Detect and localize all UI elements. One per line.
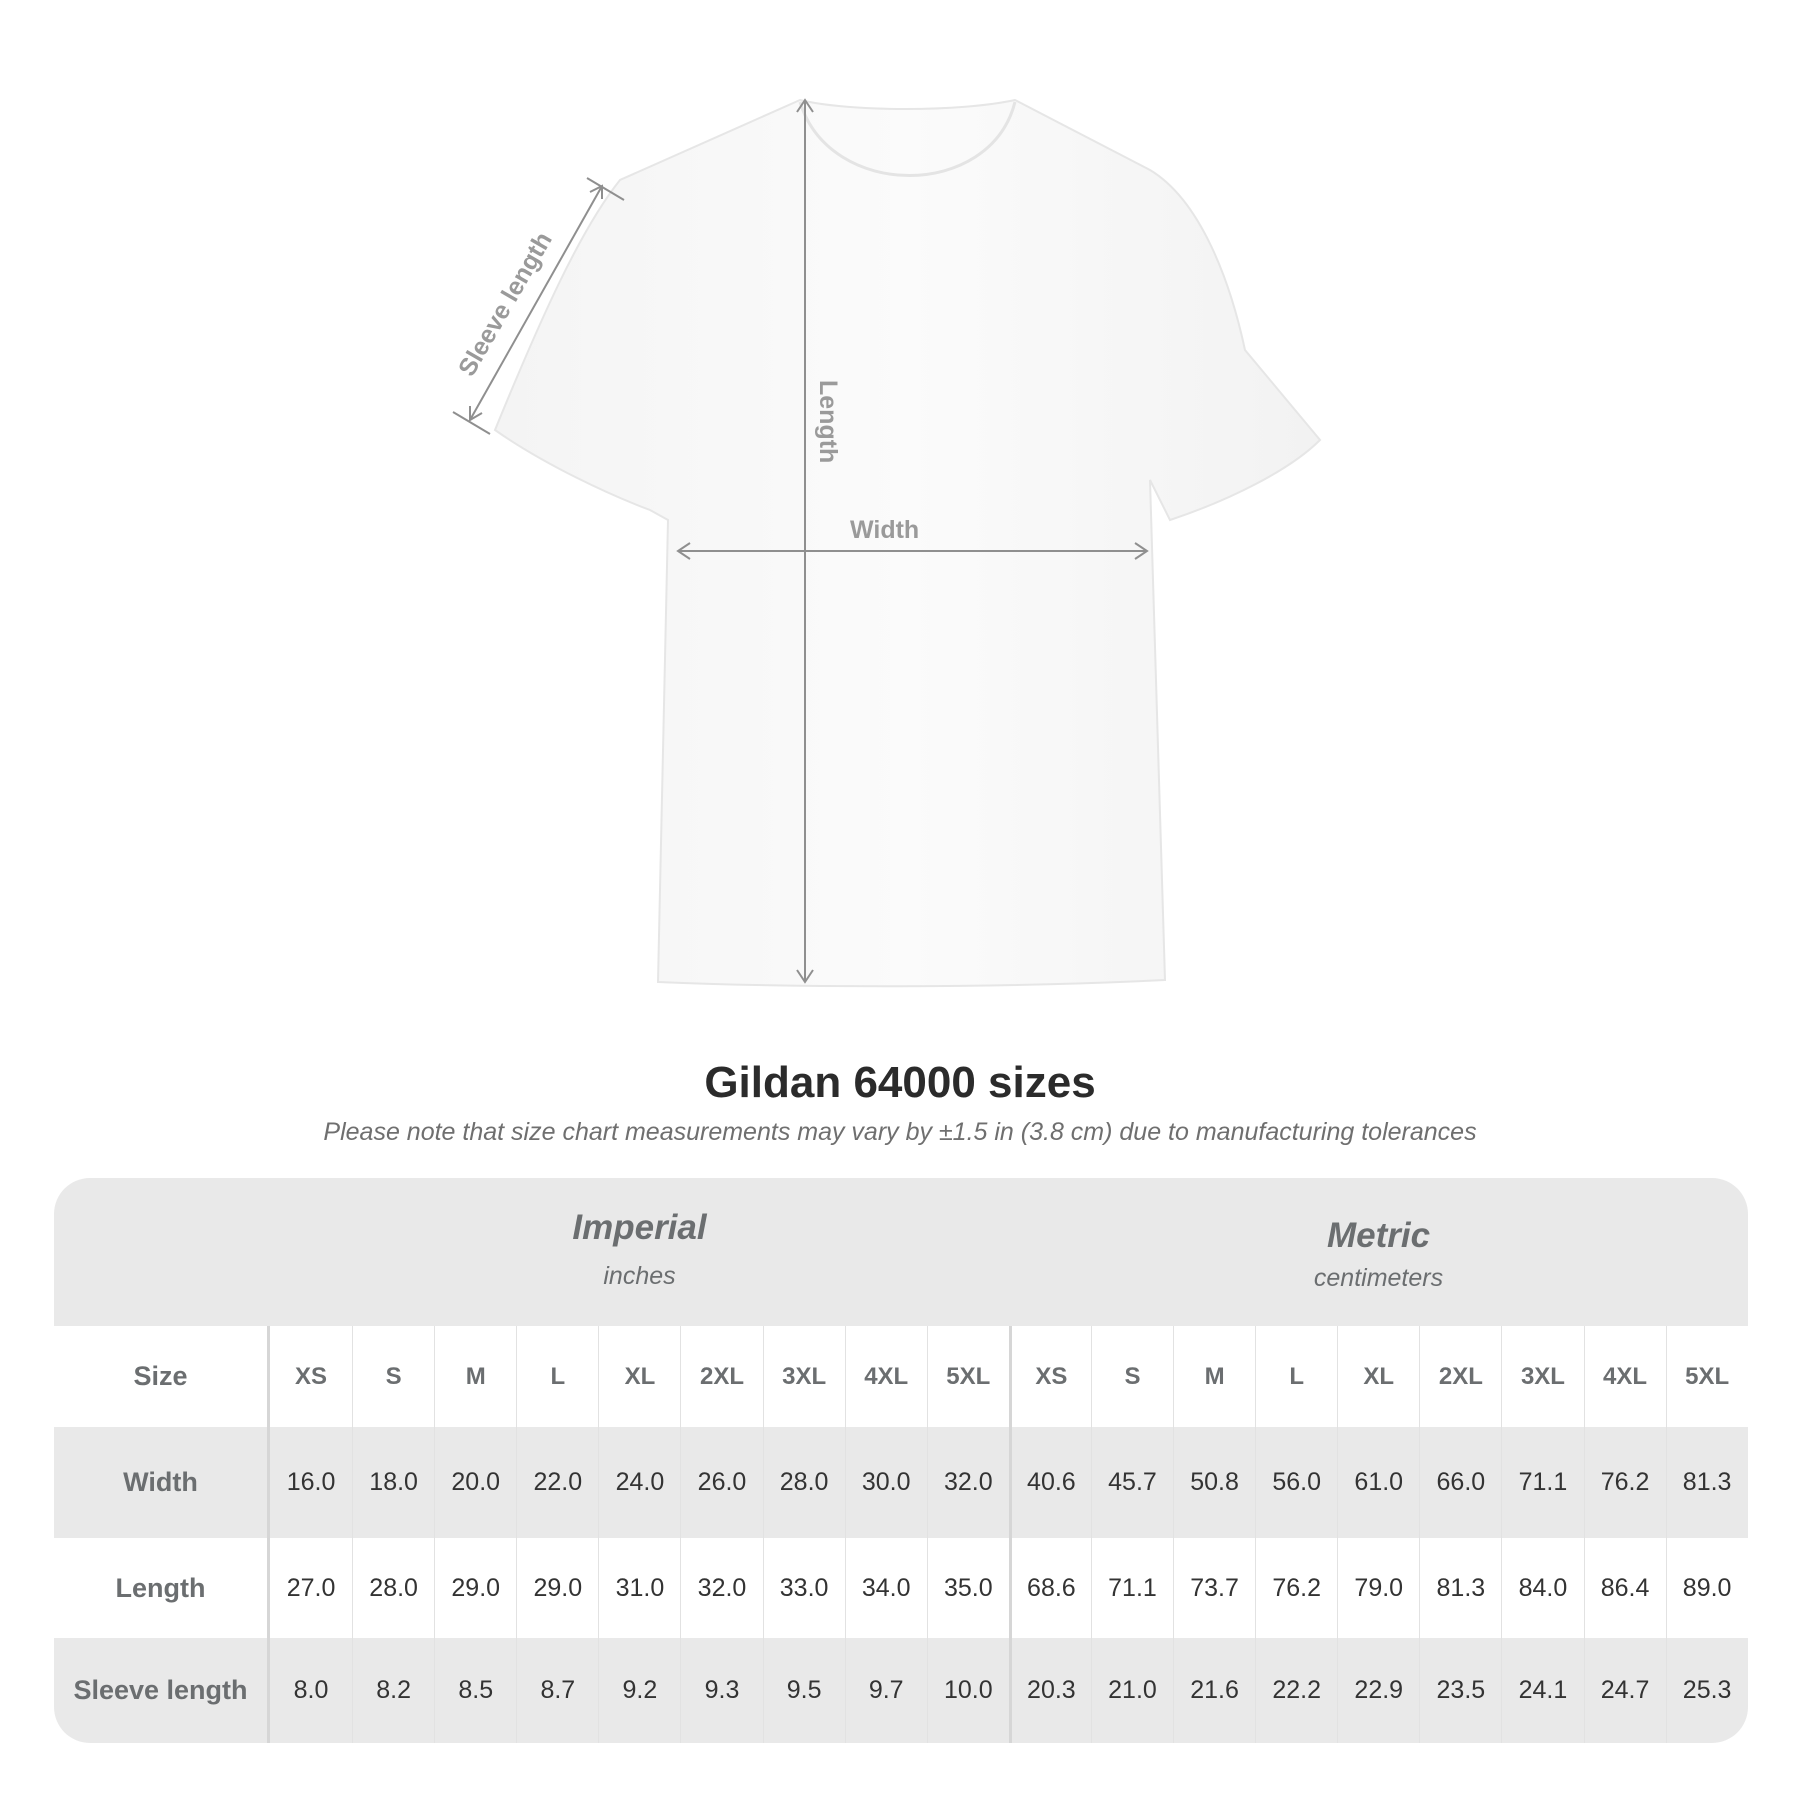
size-header-cell: 5XL — [1665, 1326, 1748, 1427]
table-cell: 21.0 — [1090, 1638, 1173, 1743]
table-cell: 50.8 — [1173, 1427, 1255, 1538]
table-cell: 10.0 — [926, 1638, 1009, 1743]
size-header-cell: XL — [598, 1326, 680, 1427]
row-label: Length — [54, 1538, 270, 1638]
size-header-cell: XS — [295, 1362, 328, 1390]
table-cell: 71.1 — [1501, 1427, 1583, 1538]
size-header-cell: M — [434, 1326, 516, 1427]
table-cell: 24.1 — [1501, 1638, 1583, 1743]
table-cell: 20.0 — [434, 1427, 516, 1538]
row-label: Width — [54, 1427, 270, 1538]
table-cell: 32.0 — [926, 1427, 1009, 1538]
table-cell: 32.0 — [680, 1538, 762, 1638]
size-table: Imperial inches Metric centimeters Size X… — [54, 1178, 1748, 1743]
size-header-cell: 4XL — [1583, 1326, 1666, 1427]
size-header-cell: L — [516, 1326, 598, 1427]
size-header-cell: 2XL — [680, 1326, 762, 1427]
size-header-cell: 3XL — [1501, 1326, 1583, 1427]
table-cell: 45.7 — [1090, 1427, 1173, 1538]
width-label: Width — [850, 516, 919, 544]
table-cell: 24.0 — [598, 1427, 680, 1538]
table-row: Length 27.0 28.0 29.0 29.0 31.0 32.0 33.0 34.0 35… — [54, 1538, 1748, 1638]
imperial-header: Imperial inches — [270, 1208, 1009, 1291]
size-header-cell: 4XL — [844, 1326, 927, 1427]
metric-unit: centimeters — [1313, 1264, 1444, 1292]
size-header-cell: XS — [1008, 1326, 1091, 1427]
table-cell: 56.0 — [1255, 1427, 1337, 1538]
table-cell: 24.7 — [1583, 1638, 1666, 1743]
size-header-cell: XL — [1337, 1326, 1419, 1427]
table-cell: 81.3 — [1419, 1538, 1501, 1638]
row-label: Size — [54, 1326, 270, 1427]
table-cell: 18.0 — [352, 1427, 434, 1538]
table-cell: 34.0 — [844, 1538, 927, 1638]
table-cell: 86.4 — [1583, 1538, 1666, 1638]
table-cell: 71.1 — [1090, 1538, 1173, 1638]
table-cell: 25.3 — [1665, 1638, 1748, 1743]
imperial-heading: Imperial — [572, 1208, 707, 1247]
table-cell: 16.0 — [286, 1468, 336, 1496]
table-cell: 29.0 — [516, 1538, 598, 1638]
size-header-cell: S — [352, 1326, 434, 1427]
size-header-row: Size XS S M L XL 2XL 3XL 4XL 5XL XS S M L XL 2XL 3XL 4XL 5… — [54, 1326, 1748, 1427]
tshirt-diagram: Sleeve length Length Width — [452, 98, 1322, 988]
tolerance-note: Please note that size chart measurements… — [323, 1118, 1477, 1146]
table-cell: 20.3 — [1008, 1638, 1091, 1743]
table-cell: 9.5 — [762, 1638, 845, 1743]
table-cell: 35.0 — [926, 1538, 1009, 1638]
table-cell: 27.0 — [286, 1573, 336, 1602]
size-header-cell: M — [1173, 1326, 1255, 1427]
table-cell: 9.7 — [844, 1638, 927, 1743]
table-cell: 29.0 — [434, 1538, 516, 1638]
table-cell: 26.0 — [680, 1427, 762, 1538]
table-cell: 40.6 — [1008, 1427, 1091, 1538]
size-header-cell: L — [1255, 1326, 1337, 1427]
table-cell: 89.0 — [1665, 1538, 1748, 1638]
table-cell: 66.0 — [1419, 1427, 1501, 1538]
table-cell: 68.6 — [1008, 1538, 1091, 1638]
tshirt-shape — [493, 98, 1322, 988]
table-cell: 61.0 — [1337, 1427, 1419, 1538]
table-cell: 81.3 — [1665, 1427, 1748, 1538]
table-cell: 8.7 — [516, 1638, 598, 1743]
table-cell: 76.2 — [1583, 1427, 1666, 1538]
table-cell: 28.0 — [762, 1427, 845, 1538]
metric-heading: Metric — [1326, 1216, 1431, 1255]
table-cell: 79.0 — [1337, 1538, 1419, 1638]
imperial-unit: inches — [603, 1262, 676, 1290]
row-label: Sleeve length — [54, 1638, 270, 1743]
table-cell: 33.0 — [762, 1538, 845, 1638]
table-cell: 21.6 — [1173, 1638, 1255, 1743]
metric-header: Metric centimeters — [1009, 1216, 1748, 1293]
size-header-cell: 5XL — [926, 1326, 1009, 1427]
size-header-cell: 3XL — [762, 1326, 845, 1427]
table-cell: 23.5 — [1419, 1638, 1501, 1743]
table-cell: 22.9 — [1337, 1638, 1419, 1743]
table-cell: 22.2 — [1255, 1638, 1337, 1743]
table-cell: 22.0 — [516, 1427, 598, 1538]
table-cell: 8.2 — [352, 1638, 434, 1743]
table-row: Width 16.0 18.0 20.0 22.0 24.0 26.0 28.0 30.0 32.… — [54, 1427, 1748, 1538]
page-title: Gildan 64000 sizes — [704, 1058, 1096, 1107]
table-cell: 76.2 — [1255, 1538, 1337, 1638]
table-cell: 84.0 — [1501, 1538, 1583, 1638]
table-cell: 8.5 — [434, 1638, 516, 1743]
table-cell: 8.0 — [293, 1676, 329, 1704]
table-cell: 28.0 — [352, 1538, 434, 1638]
table-cell: 30.0 — [844, 1427, 927, 1538]
size-header-cell: 2XL — [1419, 1326, 1501, 1427]
measurement-lines — [452, 98, 1149, 984]
table-cell: 9.3 — [680, 1638, 762, 1743]
length-label: Length — [814, 380, 842, 463]
size-header-cell: S — [1090, 1326, 1173, 1427]
table-cell: 9.2 — [598, 1638, 680, 1743]
table-row: Sleeve length 8.0 8.2 8.5 8.7 9.2 9.3 9.5 9.7 10.… — [54, 1638, 1748, 1743]
table-cell: 31.0 — [598, 1538, 680, 1638]
table-cell: 73.7 — [1173, 1538, 1255, 1638]
